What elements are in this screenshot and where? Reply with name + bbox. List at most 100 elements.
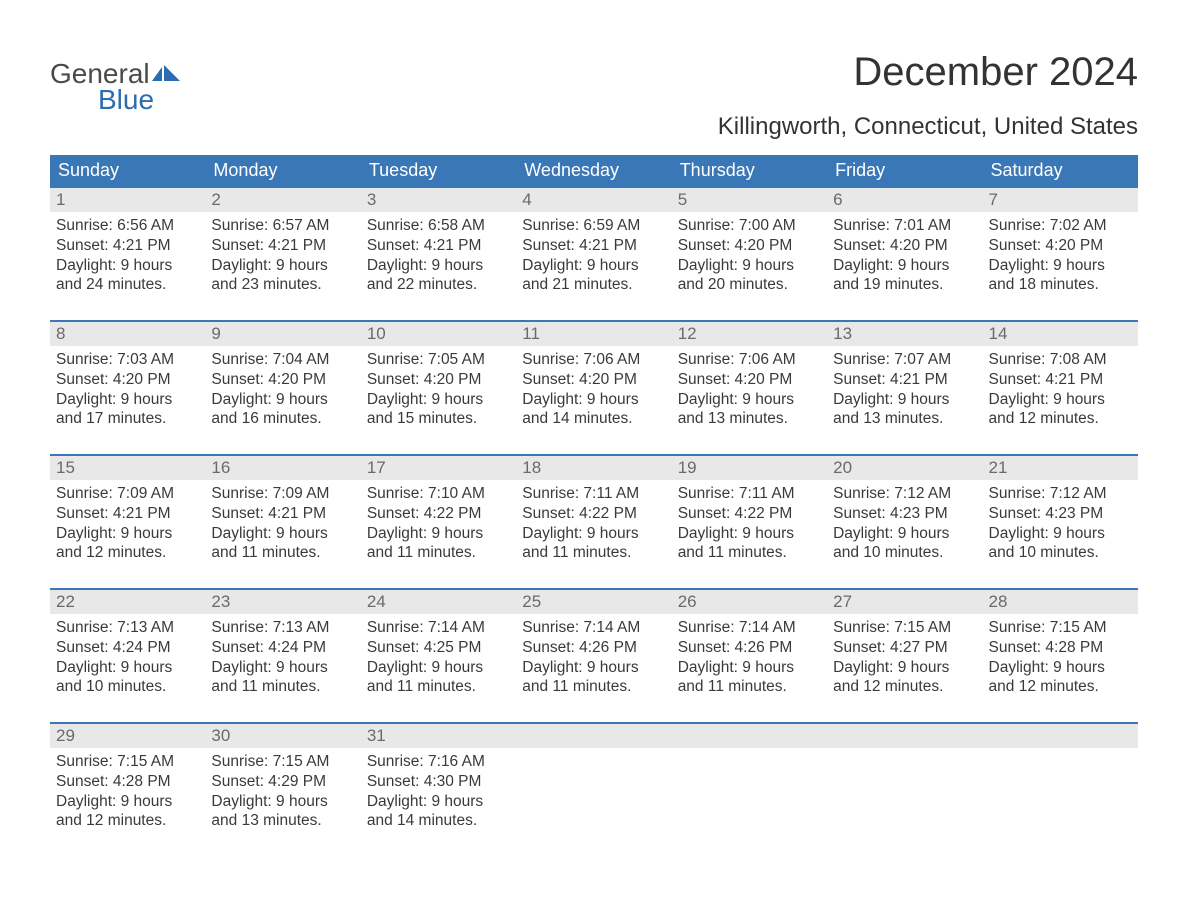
day-line-d2: and 23 minutes. bbox=[211, 275, 354, 295]
day-line-d2: and 20 minutes. bbox=[678, 275, 821, 295]
day-number-bar: 5 bbox=[672, 188, 827, 212]
day-line-sr: Sunrise: 7:06 AM bbox=[678, 350, 821, 370]
day-line-d2: and 10 minutes. bbox=[56, 677, 199, 697]
day-number: 24 bbox=[367, 592, 386, 611]
day-line-sr: Sunrise: 6:57 AM bbox=[211, 216, 354, 236]
day-line-d1: Daylight: 9 hours bbox=[989, 256, 1132, 276]
day-body: Sunrise: 7:08 AMSunset: 4:21 PMDaylight:… bbox=[983, 346, 1138, 431]
day-number: 15 bbox=[56, 458, 75, 477]
day-line-d2: and 15 minutes. bbox=[367, 409, 510, 429]
day-line-d2: and 16 minutes. bbox=[211, 409, 354, 429]
day-number-bar: 2 bbox=[205, 188, 360, 212]
day-number-bar: 28 bbox=[983, 590, 1138, 614]
day-line-sr: Sunrise: 7:15 AM bbox=[833, 618, 976, 638]
header: General Blue December 2024 Killingworth,… bbox=[50, 30, 1138, 141]
day-line-d1: Daylight: 9 hours bbox=[56, 256, 199, 276]
day-line-ss: Sunset: 4:20 PM bbox=[211, 370, 354, 390]
day-number-bar: 17 bbox=[361, 456, 516, 480]
day-line-sr: Sunrise: 7:06 AM bbox=[522, 350, 665, 370]
day-line-sr: Sunrise: 7:11 AM bbox=[678, 484, 821, 504]
day-line-d1: Daylight: 9 hours bbox=[678, 256, 821, 276]
day-number-bar: 23 bbox=[205, 590, 360, 614]
day-line-ss: Sunset: 4:27 PM bbox=[833, 638, 976, 658]
day-line-sr: Sunrise: 6:56 AM bbox=[56, 216, 199, 236]
day-number: 17 bbox=[367, 458, 386, 477]
day-body: Sunrise: 7:15 AMSunset: 4:28 PMDaylight:… bbox=[50, 748, 205, 833]
day-line-sr: Sunrise: 7:09 AM bbox=[211, 484, 354, 504]
day-line-sr: Sunrise: 7:13 AM bbox=[211, 618, 354, 638]
day-number: 3 bbox=[367, 190, 376, 209]
day-line-d1: Daylight: 9 hours bbox=[833, 658, 976, 678]
day-line-ss: Sunset: 4:25 PM bbox=[367, 638, 510, 658]
day-line-ss: Sunset: 4:20 PM bbox=[522, 370, 665, 390]
day-number: 25 bbox=[522, 592, 541, 611]
day-cell: . bbox=[516, 724, 671, 834]
day-body: Sunrise: 7:05 AMSunset: 4:20 PMDaylight:… bbox=[361, 346, 516, 431]
day-cell: 14 Sunrise: 7:08 AMSunset: 4:21 PMDayligh… bbox=[983, 322, 1138, 432]
day-line-ss: Sunset: 4:20 PM bbox=[678, 236, 821, 256]
day-cell: 10Sunrise: 7:05 AMSunset: 4:20 PMDayligh… bbox=[361, 322, 516, 432]
day-line-ss: Sunset: 4:21 PM bbox=[989, 370, 1132, 390]
day-line-d2: and 12 minutes. bbox=[833, 677, 976, 697]
day-line-ss: Sunset: 4:30 PM bbox=[367, 772, 510, 792]
day-line-ss: Sunset: 4:20 PM bbox=[56, 370, 199, 390]
day-line-ss: Sunset: 4:23 PM bbox=[989, 504, 1132, 524]
day-line-d1: Daylight: 9 hours bbox=[989, 524, 1132, 544]
day-line-d2: and 12 minutes. bbox=[56, 811, 199, 831]
day-line-d1: Daylight: 9 hours bbox=[367, 792, 510, 812]
day-cell: . bbox=[827, 724, 982, 834]
day-line-d1: Daylight: 9 hours bbox=[989, 390, 1132, 410]
day-body: Sunrise: 7:15 AMSunset: 4:28 PMDaylight:… bbox=[983, 614, 1138, 699]
day-number: 14 bbox=[989, 324, 1008, 343]
day-number: 7 bbox=[989, 190, 998, 209]
day-number: 19 bbox=[678, 458, 697, 477]
day-line-d2: and 12 minutes. bbox=[989, 409, 1132, 429]
day-number: 31 bbox=[367, 726, 386, 745]
day-cell: 15Sunrise: 7:09 AMSunset: 4:21 PMDayligh… bbox=[50, 456, 205, 566]
day-body: Sunrise: 7:03 AMSunset: 4:20 PMDaylight:… bbox=[50, 346, 205, 431]
day-line-d1: Daylight: 9 hours bbox=[678, 390, 821, 410]
day-cell: . bbox=[983, 724, 1138, 834]
day-line-sr: Sunrise: 7:08 AM bbox=[989, 350, 1132, 370]
day-cell: 26Sunrise: 7:14 AMSunset: 4:26 PMDayligh… bbox=[672, 590, 827, 700]
day-number-bar: . bbox=[516, 724, 671, 748]
day-line-d2: and 11 minutes. bbox=[367, 677, 510, 697]
day-number: 16 bbox=[211, 458, 230, 477]
day-line-ss: Sunset: 4:21 PM bbox=[833, 370, 976, 390]
day-line-d2: and 19 minutes. bbox=[833, 275, 976, 295]
day-line-ss: Sunset: 4:20 PM bbox=[989, 236, 1132, 256]
day-line-d2: and 13 minutes. bbox=[833, 409, 976, 429]
day-cell: 18Sunrise: 7:11 AMSunset: 4:22 PMDayligh… bbox=[516, 456, 671, 566]
day-line-sr: Sunrise: 6:58 AM bbox=[367, 216, 510, 236]
day-number-bar: 10 bbox=[361, 322, 516, 346]
day-line-ss: Sunset: 4:24 PM bbox=[211, 638, 354, 658]
day-line-d1: Daylight: 9 hours bbox=[522, 390, 665, 410]
day-body: Sunrise: 7:15 AMSunset: 4:29 PMDaylight:… bbox=[205, 748, 360, 833]
day-line-d1: Daylight: 9 hours bbox=[678, 658, 821, 678]
day-line-sr: Sunrise: 7:14 AM bbox=[367, 618, 510, 638]
day-line-sr: Sunrise: 7:12 AM bbox=[833, 484, 976, 504]
week-row: 1 Sunrise: 6:56 AMSunset: 4:21 PMDaylight… bbox=[50, 186, 1138, 298]
day-line-sr: Sunrise: 7:11 AM bbox=[522, 484, 665, 504]
day-number-bar: 19 bbox=[672, 456, 827, 480]
day-cell: 7 Sunrise: 7:02 AMSunset: 4:20 PMDaylight… bbox=[983, 188, 1138, 298]
day-body: Sunrise: 6:56 AMSunset: 4:21 PMDaylight:… bbox=[50, 212, 205, 297]
day-line-d2: and 18 minutes. bbox=[989, 275, 1132, 295]
day-line-d1: Daylight: 9 hours bbox=[56, 390, 199, 410]
day-cell: 19Sunrise: 7:11 AMSunset: 4:22 PMDayligh… bbox=[672, 456, 827, 566]
day-line-d1: Daylight: 9 hours bbox=[833, 390, 976, 410]
day-number-bar: 21 bbox=[983, 456, 1138, 480]
day-body: Sunrise: 7:11 AMSunset: 4:22 PMDaylight:… bbox=[516, 480, 671, 565]
day-cell: 24Sunrise: 7:14 AMSunset: 4:25 PMDayligh… bbox=[361, 590, 516, 700]
day-body: Sunrise: 7:01 AMSunset: 4:20 PMDaylight:… bbox=[827, 212, 982, 297]
day-body: Sunrise: 7:02 AMSunset: 4:20 PMDaylight:… bbox=[983, 212, 1138, 297]
day-line-d1: Daylight: 9 hours bbox=[211, 658, 354, 678]
day-line-d1: Daylight: 9 hours bbox=[56, 658, 199, 678]
day-line-sr: Sunrise: 7:09 AM bbox=[56, 484, 199, 504]
day-number-bar: 30 bbox=[205, 724, 360, 748]
day-number: 20 bbox=[833, 458, 852, 477]
day-number: 12 bbox=[678, 324, 697, 343]
day-number: 1 bbox=[56, 190, 65, 209]
day-line-d2: and 11 minutes. bbox=[522, 677, 665, 697]
page-title: December 2024 bbox=[718, 50, 1138, 95]
